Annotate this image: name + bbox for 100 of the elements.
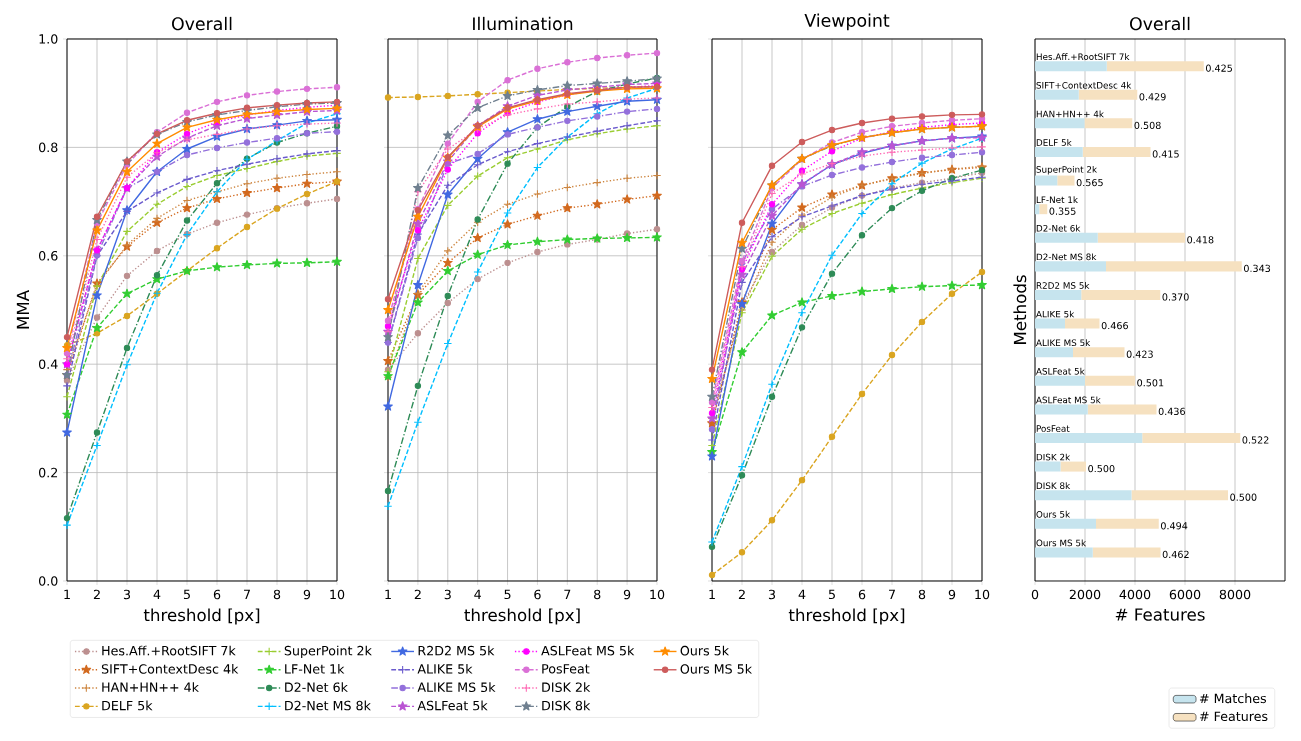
legend-label: ASLFeat 5k [417,700,488,711]
chart-title: Illumination [473,16,573,31]
x-tick-label: 5 [183,589,190,600]
x-axis-title: threshold [px] [464,608,580,625]
legend-label: DELF 5k [102,700,153,711]
y-tick-label: SuperPoint 2k [1036,165,1098,175]
annotation: 0.415 [1152,150,1179,158]
chart-title: Viewpoint [804,13,890,31]
y-tick-label: ASLFeat MS 5k [1036,396,1101,404]
y-tick-label: 1.0 [39,34,58,44]
legend-label: DISK 8k [542,700,591,711]
y-tick-label: D2-Net MS 8k [1036,253,1097,261]
legend-label: Ours 5k [680,645,730,656]
x-tick-label: 6 [858,589,866,600]
legend-label: ALIKE MS 5k [417,682,496,693]
y-tick-label: 0.6 [38,250,58,261]
x-axis-title: # Features [1115,608,1205,621]
legend-label: SuperPoint 2k [284,645,372,658]
x-tick-label: 2 [93,589,100,600]
y-tick-label: Hes.Aff.+RootSIFT 7k [1036,53,1130,61]
y-tick-label: Ours MS 5k [1036,539,1087,547]
x-tick-label: 6 [534,589,541,600]
x-tick-label: 10 [330,589,345,600]
x-tick-label: 4 [474,589,481,599]
y-tick-label: 0.0 [38,576,58,586]
legend-label: R2D2 MS 5k [418,645,495,656]
x-tick-label: 4 [798,589,806,599]
chart-title: Overall [172,16,232,31]
legend-label: # Matches [1199,693,1267,704]
legend-label: PosFeat [542,664,590,674]
annotation: 0.418 [1187,236,1214,244]
legend-label: ALIKE 5k [417,663,473,674]
x-axis-title: threshold [px] [143,608,260,625]
x-tick-label: 1 [709,589,715,599]
y-tick-label: ASLFeat 5k [1036,367,1085,375]
y-tick-label: R2D2 MS 5k [1036,282,1090,289]
x-tick-label: 8 [918,589,926,600]
y-tick-label: DISK 2k [1036,453,1071,461]
y-tick-label: DISK 8k [1036,482,1071,490]
x-tick-label: 3 [444,589,451,600]
y-tick-label: ALIKE MS 5k [1036,339,1091,347]
annotation: 0.425 [1205,64,1232,72]
x-tick-label: 6000 [1169,589,1201,600]
legend-label: ASLFeat MS 5k [541,645,635,656]
x-tick-label: 1 [64,589,70,599]
x-tick-label: 2 [738,589,745,600]
legend-label: DISK 2k [542,682,591,693]
y-tick-label: 0.8 [38,142,58,153]
legend-label: D2-Net 6k [285,682,348,693]
x-tick-label: 1 [385,589,391,599]
x-tick-label: 6 [213,589,221,600]
y-axis-title: Methods [1013,275,1027,344]
legend-label: # Features [1199,711,1268,722]
x-tick-label: 8000 [1219,589,1251,600]
x-tick-label: 7 [244,589,250,599]
x-tick-label: 7 [564,589,571,599]
annotation: 0.462 [1162,550,1189,559]
annotation: 0.508 [1134,121,1161,129]
y-tick-label: LF-Net 1k [1036,196,1078,204]
y-tick-label: ALIKE 5k [1036,310,1075,318]
x-tick-label: 10 [650,589,665,600]
annotation: 0.355 [1049,207,1076,215]
legend-label: SIFT+ContextDesc 4k [101,663,239,674]
y-tick-label: 0.4 [38,359,58,369]
y-tick-label: HAN+HN++ 4k [1036,110,1104,118]
annotation: 0.429 [1139,93,1166,101]
x-tick-label: 9 [623,589,631,600]
x-tick-label: 2 [414,589,421,600]
legend-label: Ours MS 5k [680,663,753,674]
legend-label: D2-Net MS 8k [285,700,371,711]
annotation: 0.436 [1158,407,1185,415]
annotation: 0.370 [1162,293,1189,301]
y-axis-title: MMA [16,290,29,329]
legend-label: HAN+HN++ 4k [102,682,199,692]
x-tick-label: 3 [768,589,776,600]
x-tick-label: 4000 [1119,589,1151,600]
y-tick-label: PosFeat [1036,425,1070,432]
y-tick-label: DELF 5k [1036,139,1072,146]
y-tick-label: 0.2 [38,467,58,478]
x-tick-label: 8 [273,589,281,600]
x-tick-label: 0 [1031,589,1039,600]
x-tick-label: 3 [123,589,131,600]
annotation: 0.565 [1076,178,1103,187]
x-axis-title: threshold [px] [788,608,905,625]
annotation: 0.500 [1230,493,1257,501]
annotation: 0.343 [1243,264,1271,272]
annotation: 0.494 [1160,522,1188,530]
x-tick-label: 9 [303,589,311,600]
annotation: 0.522 [1242,436,1269,444]
x-tick-label: 5 [504,589,511,600]
legend-label: LF-Net 1k [285,663,345,674]
x-tick-label: 2000 [1069,589,1101,600]
x-tick-label: 7 [889,589,895,599]
y-tick-label: SIFT+ContextDesc 4k [1036,81,1132,89]
x-tick-label: 9 [948,589,956,600]
chart-title: Overall [1130,16,1190,31]
x-tick-label: 4 [153,589,161,599]
legend-label: Hes.Aff.+RootSIFT 7k [102,645,236,656]
x-tick-label: 8 [594,589,601,600]
annotation: 0.466 [1101,321,1128,330]
